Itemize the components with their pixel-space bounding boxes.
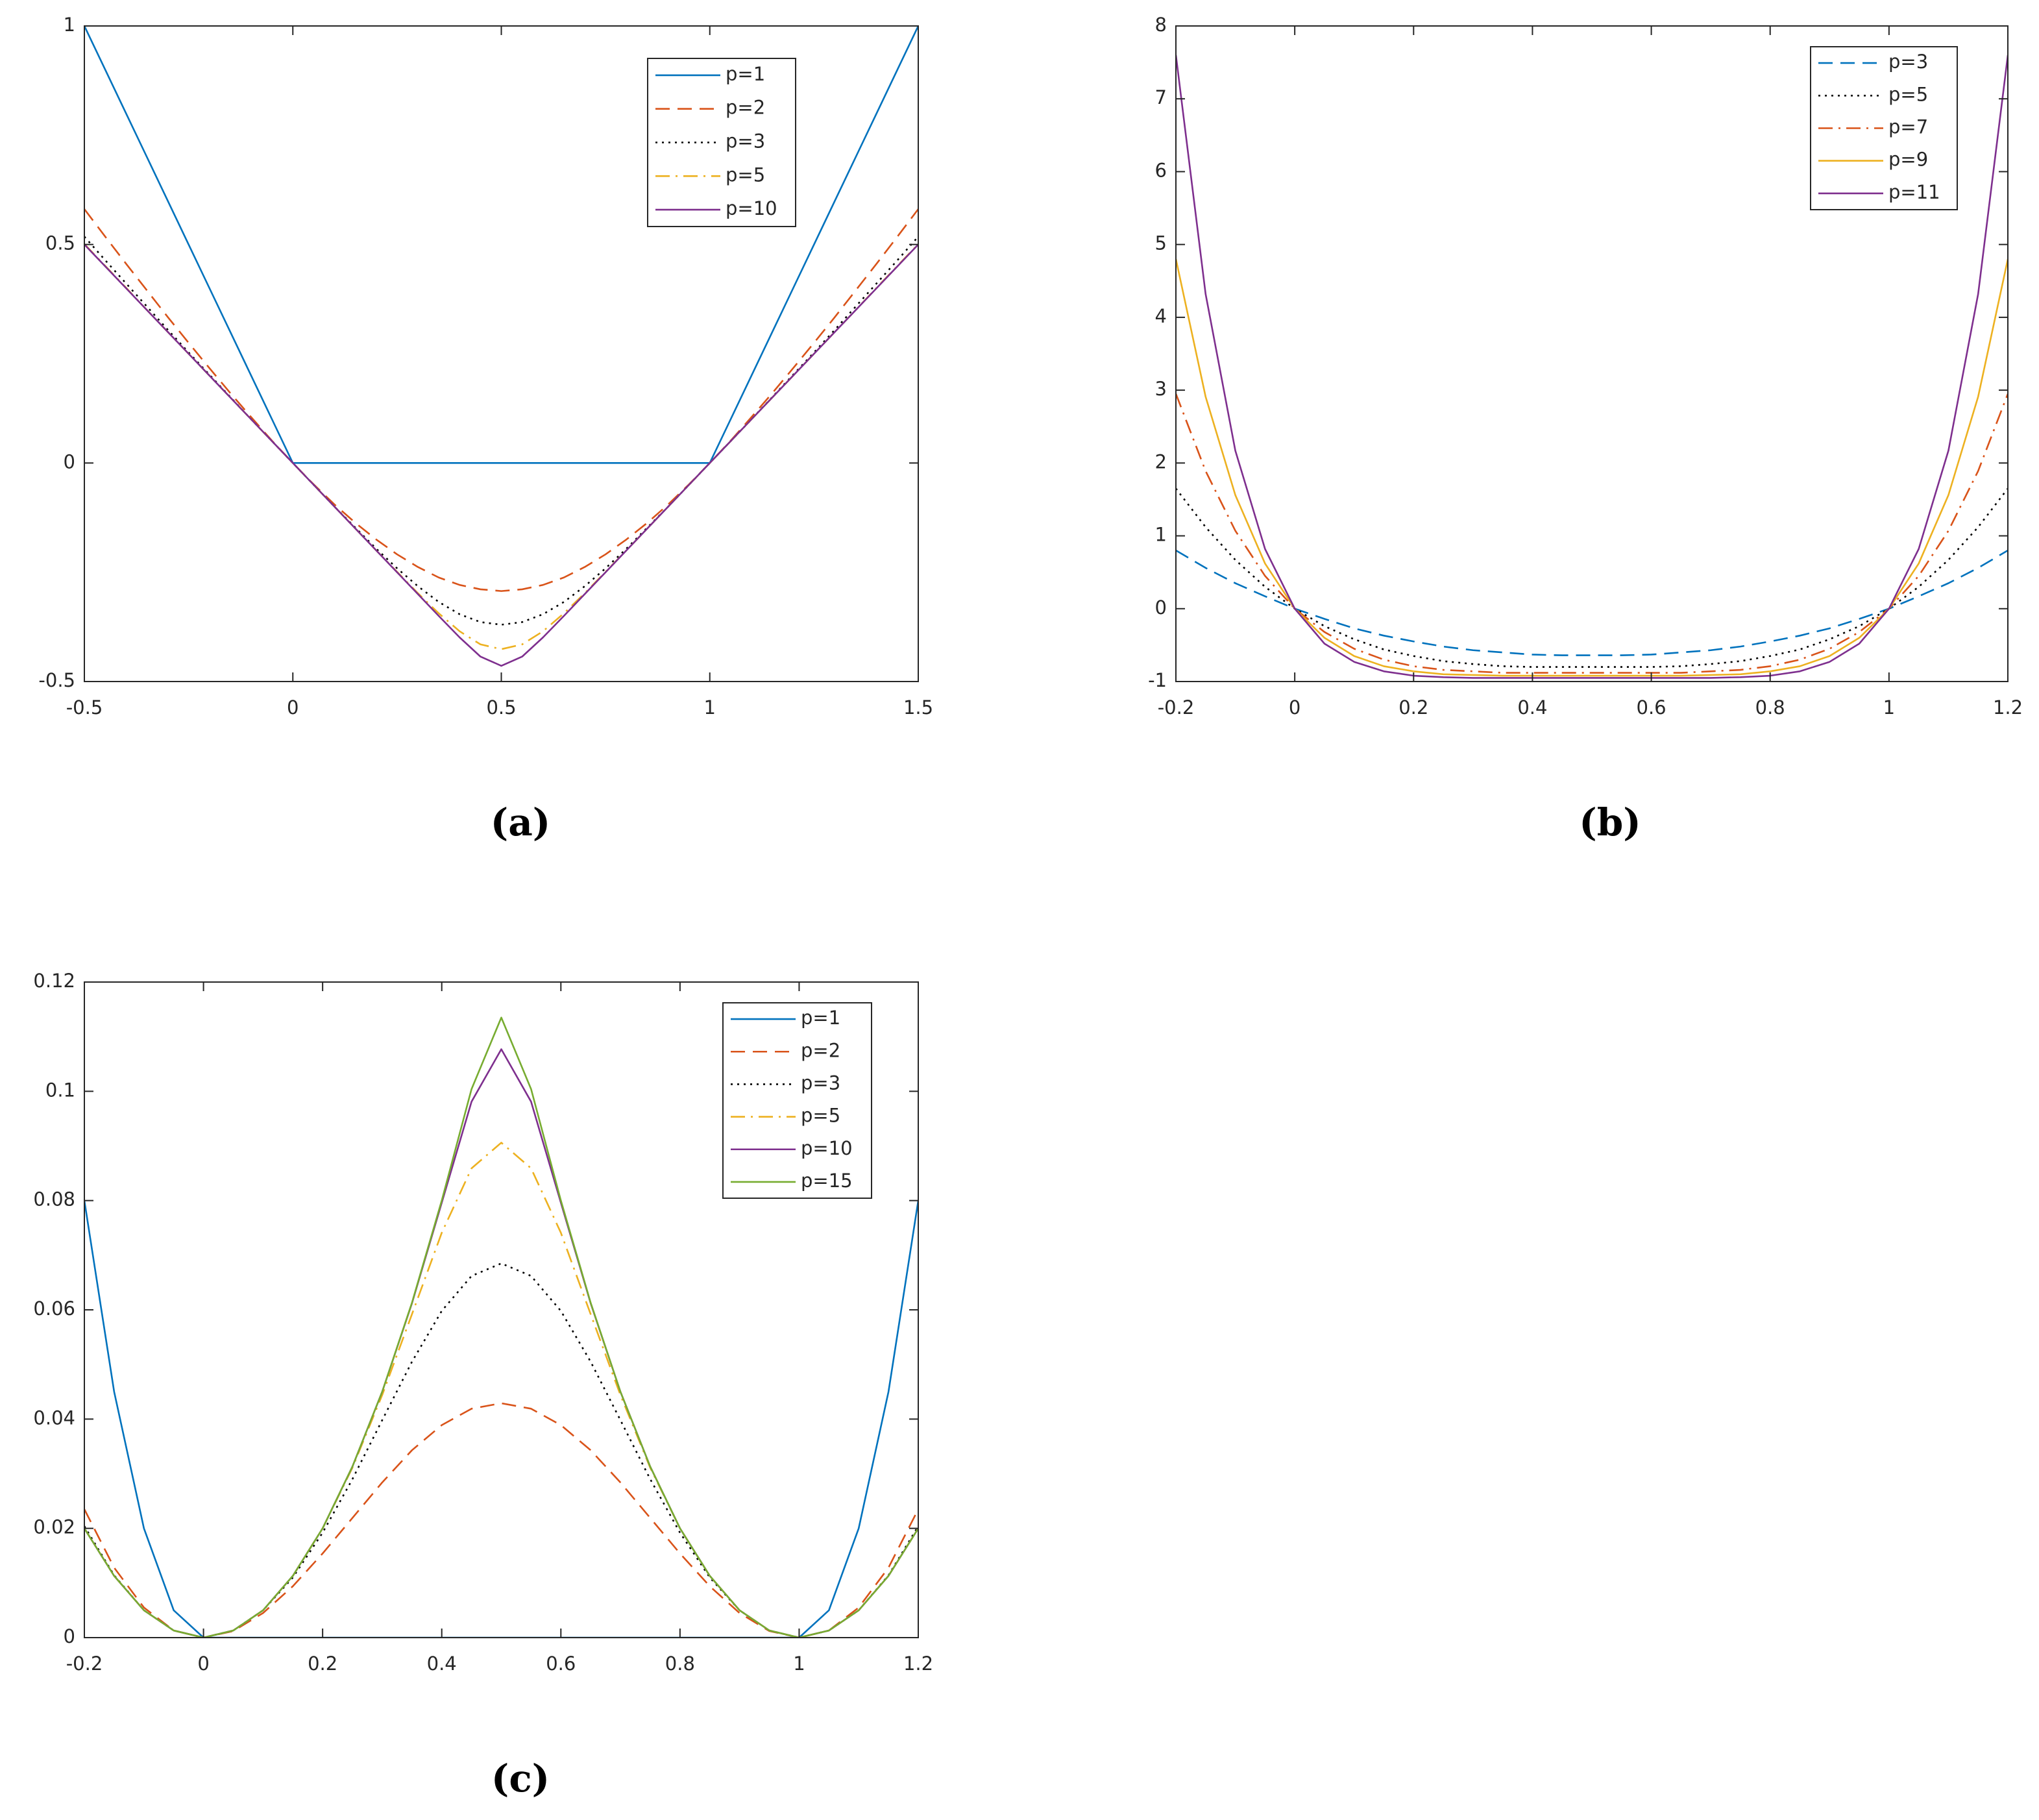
data-line bbox=[84, 1016, 918, 1638]
y-tick-label: 1 bbox=[1155, 524, 1167, 546]
y-tick-label: 1 bbox=[64, 14, 75, 36]
y-tick-label: 0.04 bbox=[33, 1407, 75, 1429]
x-tick-label: 0.8 bbox=[1755, 696, 1785, 719]
y-tick-label: 0.08 bbox=[33, 1188, 75, 1211]
panel-caption: (a) bbox=[491, 800, 550, 844]
legend-label: p=3 bbox=[1888, 51, 1928, 73]
legend-box bbox=[1810, 46, 1958, 210]
panel-caption: (b) bbox=[1579, 800, 1641, 844]
y-tick-label: 4 bbox=[1155, 305, 1167, 327]
y-tick-label: -0.5 bbox=[38, 669, 75, 691]
x-tick-label: 1.2 bbox=[903, 1653, 933, 1675]
x-tick-label: 0.4 bbox=[427, 1653, 457, 1675]
x-tick-label: 0.4 bbox=[1517, 696, 1547, 719]
legend-label: p=2 bbox=[726, 97, 765, 119]
data-line bbox=[84, 208, 918, 592]
legend-label: p=5 bbox=[726, 164, 765, 186]
legend-box bbox=[722, 1002, 872, 1199]
x-tick-label: 0.6 bbox=[546, 1653, 576, 1675]
legend-label: p=3 bbox=[726, 130, 765, 153]
legend-label: p=2 bbox=[801, 1039, 840, 1061]
legend-label: p=10 bbox=[801, 1137, 853, 1159]
x-tick-label: 0 bbox=[1289, 696, 1300, 719]
y-tick-label: 0 bbox=[64, 1625, 75, 1647]
y-tick-label: 0 bbox=[1155, 596, 1167, 619]
data-line bbox=[84, 243, 918, 667]
x-tick-label: 0.6 bbox=[1637, 696, 1667, 719]
legend: p=1 p=2 p=3 p=5 p=10 p=15 bbox=[722, 1002, 872, 1199]
x-tick-label: 1 bbox=[1883, 696, 1895, 719]
y-tick-label: 2 bbox=[1155, 450, 1167, 473]
x-tick-label: -0.2 bbox=[1158, 696, 1195, 719]
x-tick-label: 1.2 bbox=[1993, 696, 2023, 719]
legend-label: p=5 bbox=[801, 1105, 840, 1127]
legend-label: p=5 bbox=[1888, 83, 1928, 105]
legend-label: p=9 bbox=[1888, 149, 1928, 171]
y-tick-label: 5 bbox=[1155, 232, 1167, 254]
legend: p=1 p=2 p=3 p=5 p=10 bbox=[647, 58, 796, 227]
data-line bbox=[84, 26, 918, 464]
data-line bbox=[1176, 55, 2008, 679]
y-tick-label: 0.06 bbox=[33, 1297, 75, 1320]
x-tick-label: 1 bbox=[704, 696, 716, 719]
legend-box bbox=[647, 58, 796, 227]
y-tick-label: 0.5 bbox=[45, 232, 75, 254]
legend-label: p=15 bbox=[801, 1170, 853, 1192]
legend-label: p=1 bbox=[726, 63, 765, 85]
legend-label: p=10 bbox=[726, 197, 777, 219]
x-tick-label: 0.2 bbox=[308, 1653, 337, 1675]
y-tick-label: 0.1 bbox=[45, 1079, 75, 1101]
y-tick-label: 0.12 bbox=[33, 970, 75, 992]
axes-box bbox=[1175, 25, 2008, 682]
legend-label: p=1 bbox=[801, 1007, 840, 1029]
y-tick-label: 3 bbox=[1155, 378, 1167, 400]
x-tick-label: 1.5 bbox=[903, 696, 933, 719]
panel-caption: (c) bbox=[491, 1756, 550, 1801]
data-line bbox=[1176, 549, 2008, 656]
x-tick-label: -0.5 bbox=[66, 696, 103, 719]
x-tick-label: 0.2 bbox=[1398, 696, 1428, 719]
x-tick-label: 1 bbox=[793, 1653, 805, 1675]
y-tick-label: 0 bbox=[64, 450, 75, 473]
data-line bbox=[1176, 393, 2008, 674]
x-tick-label: 0 bbox=[287, 696, 299, 719]
y-tick-label: -1 bbox=[1148, 669, 1167, 691]
x-tick-label: -0.2 bbox=[66, 1653, 103, 1675]
legend-label: p=7 bbox=[1888, 116, 1928, 138]
legend: p=3 p=5 p=7 p=9 p=11 bbox=[1810, 46, 1958, 210]
x-tick-label: 0.8 bbox=[665, 1653, 695, 1675]
data-line bbox=[1176, 258, 2008, 677]
x-tick-label: 0 bbox=[197, 1653, 209, 1675]
y-tick-label: 6 bbox=[1155, 159, 1167, 181]
y-tick-label: 8 bbox=[1155, 14, 1167, 36]
y-tick-label: 7 bbox=[1155, 86, 1167, 108]
legend-label: p=3 bbox=[801, 1072, 840, 1094]
x-tick-label: 0.5 bbox=[486, 696, 516, 719]
y-tick-label: 0.02 bbox=[33, 1516, 75, 1538]
legend-label: p=11 bbox=[1888, 181, 1940, 203]
